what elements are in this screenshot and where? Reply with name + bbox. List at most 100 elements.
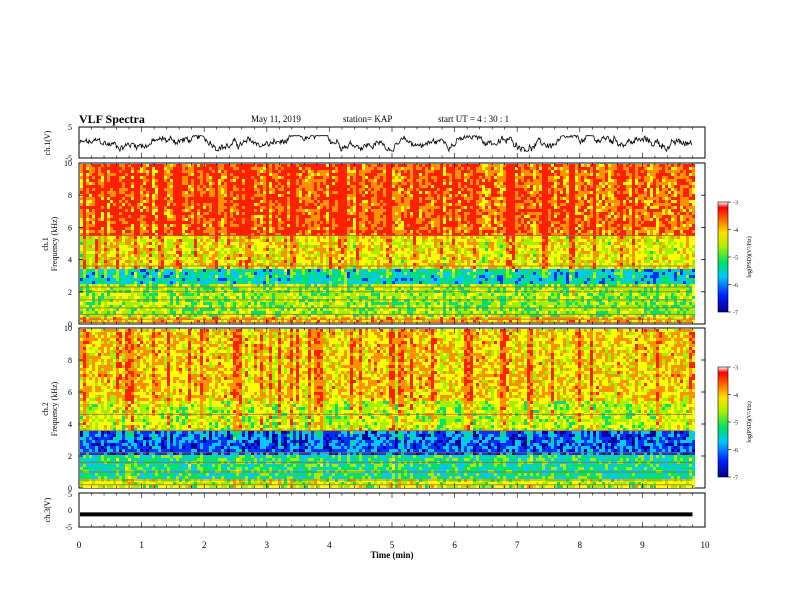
spectrogram-cell — [353, 179, 356, 182]
spectrogram-cell — [278, 209, 281, 212]
spectrogram-cell — [179, 221, 182, 224]
spectrogram-cell — [170, 320, 173, 323]
spectrogram-cell — [182, 287, 185, 290]
spectrogram-cell — [347, 185, 350, 188]
spectrogram-cell — [212, 311, 215, 314]
spectrogram-cell — [122, 293, 125, 296]
spectrogram-cell — [269, 260, 272, 263]
spectrogram-cell — [128, 278, 131, 281]
spectrogram-cell — [308, 200, 311, 203]
spectrogram-cell — [125, 299, 128, 302]
spectrogram-cell — [206, 179, 209, 182]
spectrogram-cell — [221, 185, 224, 188]
spectrogram-cell — [353, 284, 356, 287]
spectrogram-cell — [92, 188, 95, 191]
spectrogram-cell — [137, 224, 140, 227]
spectrogram-cell — [167, 257, 170, 260]
spectrogram-cell — [116, 218, 119, 221]
spectrogram-cell — [326, 221, 329, 224]
spectrogram-cell — [275, 245, 278, 248]
spectrogram-cell — [242, 227, 245, 230]
spectrogram-cell — [152, 227, 155, 230]
spectrogram-cell — [194, 299, 197, 302]
spectrogram-cell — [278, 242, 281, 245]
spectrogram-cell — [143, 230, 146, 233]
spectrogram-cell — [254, 272, 257, 275]
spectrogram-cell — [230, 272, 233, 275]
spectrogram-cell — [341, 320, 344, 323]
spectrogram-cell — [233, 188, 236, 191]
spectrogram-cell — [290, 206, 293, 209]
spectrogram-cell — [287, 170, 290, 173]
spectrogram-cell — [356, 302, 359, 305]
spectrogram-cell — [137, 185, 140, 188]
spectrogram-cell — [308, 245, 311, 248]
spectrogram-cell — [224, 230, 227, 233]
spectrogram-cell — [104, 182, 107, 185]
spectrogram-cell — [311, 200, 314, 203]
spectrogram-cell — [269, 320, 272, 323]
spectrogram-cell — [353, 170, 356, 173]
spectrogram-cell — [275, 248, 278, 251]
spectrogram-cell — [101, 320, 104, 323]
spectrogram-cell — [251, 266, 254, 269]
spectrogram-cell — [137, 164, 140, 167]
spectrogram-cell — [263, 179, 266, 182]
spectrogram-cell — [128, 320, 131, 323]
spectrogram-cell — [200, 275, 203, 278]
spectrogram-cell — [332, 299, 335, 302]
spectrogram-cell — [113, 245, 116, 248]
spectrogram-cell — [332, 197, 335, 200]
spectrogram-cell — [134, 266, 137, 269]
spectrogram-cell — [254, 167, 257, 170]
spectrogram-cell — [191, 179, 194, 182]
spectrogram-cell — [275, 182, 278, 185]
spectrogram-cell — [113, 314, 116, 317]
spectrogram-cell — [140, 260, 143, 263]
spectrogram-cell — [110, 233, 113, 236]
spectrogram-cell — [155, 206, 158, 209]
spectrogram-cell — [281, 299, 284, 302]
spectrogram-cell — [173, 167, 176, 170]
spectrogram-cell — [110, 278, 113, 281]
spectrogram-cell — [164, 167, 167, 170]
spectrogram-cell — [137, 197, 140, 200]
spectrogram-cell — [203, 275, 206, 278]
spectrogram-cell — [158, 200, 161, 203]
spectrogram-cell — [191, 227, 194, 230]
spectrogram-cell — [152, 239, 155, 242]
spectrogram-cell — [104, 227, 107, 230]
spectrogram-cell — [206, 200, 209, 203]
spectrogram-cell — [320, 260, 323, 263]
spectrogram-cell — [281, 251, 284, 254]
spectrogram-cell — [317, 209, 320, 212]
spectrogram-cell — [248, 224, 251, 227]
spectrogram-cell — [134, 176, 137, 179]
spectrogram-cell — [263, 230, 266, 233]
spectrogram-cell — [173, 287, 176, 290]
spectrogram-cell — [191, 164, 194, 167]
spectrogram-cell — [239, 167, 242, 170]
spectrogram-cell — [128, 251, 131, 254]
spectrogram-cell — [305, 251, 308, 254]
spectrogram-cell — [299, 266, 302, 269]
spectrogram-cell — [269, 200, 272, 203]
spectrogram-cell — [359, 260, 362, 263]
spectrogram-cell — [89, 287, 92, 290]
spectrogram-cell — [260, 314, 263, 317]
spectrogram-cell — [239, 317, 242, 320]
spectrogram-cell — [86, 272, 89, 275]
spectrogram-cell — [179, 311, 182, 314]
spectrogram-cell — [185, 215, 188, 218]
spectrogram-cell — [86, 305, 89, 308]
spectrogram-cell — [281, 206, 284, 209]
spectrogram-cell — [107, 239, 110, 242]
spectrogram-cell — [347, 182, 350, 185]
spectrogram-cell — [284, 227, 287, 230]
spectrogram-cell — [329, 293, 332, 296]
spectrogram-cell — [95, 212, 98, 215]
spectrogram-cell — [266, 299, 269, 302]
spectrogram-cell — [311, 179, 314, 182]
spectrogram-cell — [182, 266, 185, 269]
spectrogram-cell — [83, 227, 86, 230]
